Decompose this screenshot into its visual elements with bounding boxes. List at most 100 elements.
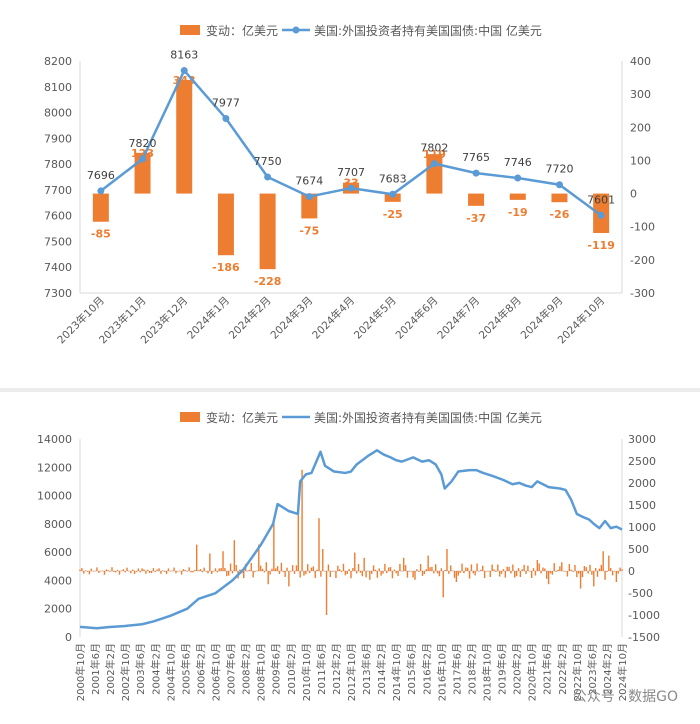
x-tick-label: 2002年2月 [104, 643, 117, 695]
monthly-change-bar [222, 551, 224, 571]
monthly-change-bar [617, 571, 619, 574]
monthly-change-bar [81, 568, 83, 571]
monthly-change-bar [480, 569, 482, 571]
x-tick-label: 2024年6月 [393, 294, 441, 342]
monthly-change-bar [442, 571, 444, 598]
monthly-change-bar [527, 565, 529, 571]
monthly-change-bar [284, 571, 286, 577]
holdings-data-label: 7765 [462, 151, 490, 164]
holdings-data-label: 7802 [420, 142, 448, 155]
monthly-change-bar [286, 567, 288, 571]
monthly-change-bar [209, 553, 211, 571]
monthly-change-bar [186, 571, 188, 572]
monthly-change-bar [92, 571, 94, 572]
monthly-change-bar [216, 571, 219, 573]
monthly-change-bar [124, 571, 126, 573]
monthly-change-bar [564, 571, 567, 572]
monthly-change-bar [536, 560, 539, 571]
monthly-change-bar [248, 569, 251, 571]
monthly-change-bar [515, 571, 518, 577]
right-tick-label: -500 [628, 587, 653, 600]
panel-divider [0, 388, 700, 392]
monthly-change-bar [224, 567, 226, 571]
monthly-change-bar [133, 571, 136, 574]
monthly-change-bar [363, 557, 365, 571]
holdings-point [430, 160, 438, 168]
monthly-change-bar [482, 565, 484, 571]
monthly-change-bar [466, 567, 469, 571]
monthly-change-bar [278, 571, 281, 574]
monthly-change-bar [173, 567, 175, 571]
x-tick-label: 2014年10月 [390, 643, 403, 701]
monthly-change-bar [280, 562, 283, 571]
monthly-change-bar [194, 569, 196, 571]
monthly-change-bar [339, 569, 341, 571]
monthly-change-bar [446, 549, 448, 571]
change-data-label: -75 [299, 224, 319, 237]
holdings-data-label: 7750 [254, 155, 282, 168]
monthly-change-bar [291, 565, 294, 571]
monthly-change-bar [557, 569, 559, 571]
monthly-change-bar [555, 571, 557, 572]
monthly-change-bar [562, 571, 565, 572]
monthly-change-bar [192, 571, 194, 573]
monthly-change-bar [325, 571, 328, 615]
monthly-change-bar [463, 571, 465, 574]
monthly-change-bar [211, 571, 213, 575]
monthly-change-bar [175, 571, 177, 574]
monthly-change-bar [180, 571, 183, 575]
monthly-change-bar [333, 570, 335, 572]
monthly-change-bar [397, 571, 399, 577]
monthly-change-bar [525, 571, 527, 574]
monthly-change-bar [474, 571, 476, 576]
monthly-change-bar [453, 571, 456, 578]
monthly-change-bar [621, 569, 623, 571]
monthly-change-bar [514, 571, 516, 578]
monthly-change-bar [600, 564, 602, 571]
holdings-data-label: 7683 [379, 172, 407, 185]
monthly-change-bar [167, 568, 170, 571]
holdings-point [389, 190, 397, 198]
monthly-change-bar [243, 571, 245, 579]
monthly-change-bar [472, 571, 475, 574]
bottom-chart-panel: 变动：亿美元 美国:外国投资者持有美国国债:中国 亿美元 0 2000 4000 6000… [0, 392, 700, 720]
x-tick-label: 2018年10月 [481, 643, 494, 701]
x-tick-label: 2011年6月 [315, 643, 328, 695]
monthly-change-bar [331, 571, 333, 572]
x-tick-label: 2001年6月 [89, 643, 102, 695]
monthly-change-bar [126, 567, 128, 571]
right-tick-label: 2000 [628, 477, 656, 490]
change-data-label: -85 [91, 228, 111, 241]
x-tick-label: 2006年2月 [194, 643, 207, 695]
change-bar [176, 79, 193, 194]
monthly-change-bar [141, 568, 143, 571]
monthly-change-bar [307, 564, 309, 571]
left-tick-label: 7400 [44, 261, 72, 274]
monthly-change-bar [105, 569, 108, 571]
holdings-point [555, 181, 563, 189]
left-tick-label: 6000 [44, 546, 72, 559]
monthly-change-bar [171, 570, 173, 572]
monthly-change-bar [389, 567, 392, 571]
holdings-line [100, 68, 602, 217]
monthly-change-bar [220, 567, 222, 571]
monthly-change-bar [378, 568, 380, 571]
change-data-label: 33 [343, 177, 358, 190]
monthly-change-bar [314, 571, 316, 578]
monthly-change-bar [88, 571, 91, 575]
monthly-change-bar [510, 571, 512, 574]
monthly-change-bar [100, 571, 102, 572]
holdings-point [472, 169, 480, 177]
right-tick-label: -100 [630, 221, 655, 234]
monthly-change-bar [434, 564, 437, 571]
change-bar [468, 193, 485, 206]
monthly-change-bar [530, 571, 533, 578]
x-tick-label: 2005年6月 [179, 643, 192, 695]
monthly-change-bar [84, 570, 87, 571]
monthly-change-bar [246, 571, 249, 572]
change-bar [301, 193, 318, 219]
holdings-data-label: 7707 [337, 166, 365, 179]
monthly-change-bar [465, 567, 467, 571]
monthly-change-bar [500, 571, 503, 574]
monthly-change-bar [593, 571, 595, 587]
